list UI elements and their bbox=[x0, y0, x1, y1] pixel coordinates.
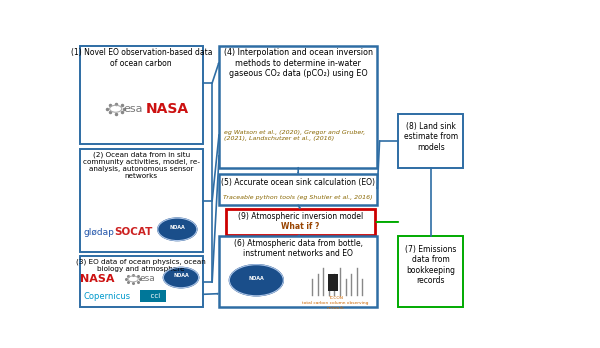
Text: esa: esa bbox=[139, 275, 155, 283]
Text: (2) Ocean data from in situ
community activities, model, re-
analysis, autonomou: (2) Ocean data from in situ community ac… bbox=[83, 151, 200, 179]
Circle shape bbox=[163, 267, 199, 288]
FancyBboxPatch shape bbox=[140, 291, 166, 302]
Text: eg Watson et al., (2020), Gregor and Gruber,
(2021), Landschutzer et al., (2016): eg Watson et al., (2020), Gregor and Gru… bbox=[224, 130, 365, 141]
Text: (3) EO data of ocean physics, ocean
biology and atmosphere: (3) EO data of ocean physics, ocean biol… bbox=[76, 258, 206, 272]
Text: (8) Land sink
estimate from
models: (8) Land sink estimate from models bbox=[404, 122, 458, 152]
FancyBboxPatch shape bbox=[80, 46, 203, 144]
Text: (5) Accurate ocean sink calculation (EO): (5) Accurate ocean sink calculation (EO) bbox=[221, 177, 375, 187]
Text: Traceable python tools (eg Shutler et al., 2016): Traceable python tools (eg Shutler et al… bbox=[223, 195, 373, 200]
Text: What if ?: What if ? bbox=[281, 222, 320, 231]
Text: TCCON
total carbon column observing
network: TCCON total carbon column observing netw… bbox=[302, 296, 368, 309]
FancyBboxPatch shape bbox=[398, 236, 463, 307]
FancyBboxPatch shape bbox=[398, 114, 463, 168]
Text: (9) Atmospheric inversion model: (9) Atmospheric inversion model bbox=[238, 212, 363, 221]
Text: NASA: NASA bbox=[80, 274, 115, 284]
Text: (6) Atmospheric data from bottle,
instrument networks and EO: (6) Atmospheric data from bottle, instru… bbox=[234, 239, 362, 258]
Text: NOAA: NOAA bbox=[169, 225, 185, 230]
FancyBboxPatch shape bbox=[219, 46, 377, 168]
Text: Copernicus: Copernicus bbox=[84, 292, 131, 301]
FancyBboxPatch shape bbox=[328, 274, 338, 291]
FancyBboxPatch shape bbox=[80, 149, 203, 252]
FancyBboxPatch shape bbox=[219, 174, 377, 205]
Text: NOAA: NOAA bbox=[248, 276, 264, 281]
Text: NOAA: NOAA bbox=[173, 274, 189, 278]
FancyBboxPatch shape bbox=[226, 209, 375, 235]
Text: esa: esa bbox=[124, 104, 143, 114]
Text: SOCAT: SOCAT bbox=[114, 227, 152, 237]
Circle shape bbox=[229, 265, 283, 296]
Text: (4) Interpolation and ocean inversion
methods to determine in-water
gaseous CO₂ : (4) Interpolation and ocean inversion me… bbox=[224, 48, 373, 78]
Text: NASA: NASA bbox=[145, 102, 188, 116]
Text: cci: cci bbox=[146, 293, 160, 299]
Text: glødap: glødap bbox=[84, 228, 115, 237]
Text: (7) Emissions
data from
bookkeeping
records: (7) Emissions data from bookkeeping reco… bbox=[405, 245, 457, 285]
FancyBboxPatch shape bbox=[80, 256, 203, 307]
FancyBboxPatch shape bbox=[219, 236, 377, 307]
Text: (1) Novel EO observation-based data
of ocean carbon: (1) Novel EO observation-based data of o… bbox=[71, 48, 212, 68]
Circle shape bbox=[158, 218, 197, 240]
